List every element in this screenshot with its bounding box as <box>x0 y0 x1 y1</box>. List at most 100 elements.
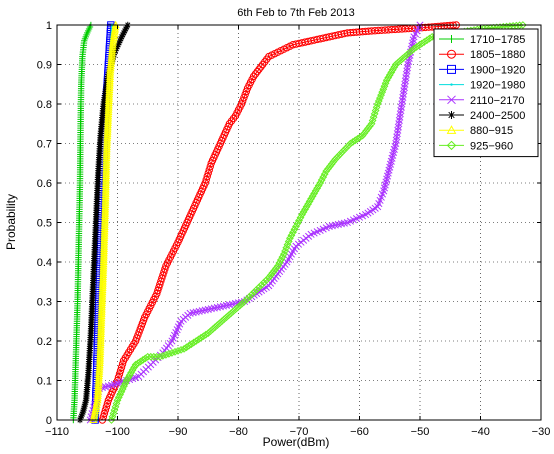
x-tick-label: −80 <box>229 426 248 438</box>
legend-item: 1805−1880 <box>439 49 525 61</box>
data-point <box>102 149 111 157</box>
data-point <box>130 363 139 372</box>
data-point <box>314 181 323 190</box>
x-tick-label: −60 <box>350 426 369 438</box>
data-point <box>243 295 251 304</box>
data-point <box>118 360 127 368</box>
data-point <box>412 43 421 51</box>
data-point <box>108 42 117 50</box>
data-point <box>241 90 249 99</box>
legend-label: 925−960 <box>470 140 513 152</box>
data-point <box>100 409 109 418</box>
data-point <box>105 90 114 98</box>
data-point <box>105 79 114 87</box>
data-point <box>101 202 110 211</box>
data-point <box>99 248 108 257</box>
data-point <box>187 340 196 349</box>
data-point <box>99 257 108 266</box>
data-point <box>105 83 114 91</box>
data-point <box>325 162 334 171</box>
legend-label: 2400−2500 <box>470 110 525 122</box>
data-point <box>201 330 210 339</box>
data-point <box>102 147 111 155</box>
data-point <box>104 98 113 107</box>
data-point <box>171 347 179 356</box>
legend-label: 1920−1980 <box>470 80 525 92</box>
data-point <box>298 210 306 219</box>
data-point <box>385 71 394 79</box>
data-point <box>115 370 124 378</box>
data-point <box>168 348 176 357</box>
data-point <box>94 376 103 384</box>
data-point <box>98 296 107 304</box>
data-point <box>337 148 346 157</box>
data-point <box>94 380 103 388</box>
data-point <box>124 373 132 382</box>
data-point <box>102 158 111 166</box>
data-point <box>103 131 112 140</box>
data-point <box>387 68 396 77</box>
data-point <box>103 125 112 133</box>
data-point <box>105 72 115 80</box>
data-point <box>302 202 311 211</box>
data-point <box>400 52 409 61</box>
data-point <box>270 266 279 275</box>
data-point <box>104 96 113 104</box>
data-point <box>100 211 110 219</box>
data-point <box>107 55 116 63</box>
data-point <box>307 194 316 203</box>
data-point <box>398 54 407 63</box>
legend-marker <box>446 125 457 134</box>
data-point <box>203 172 211 181</box>
data-point <box>425 34 434 43</box>
data-point <box>396 56 405 65</box>
legend-label: 1710−1785 <box>470 34 525 46</box>
data-point <box>423 36 431 45</box>
data-point <box>417 39 426 48</box>
data-point <box>304 200 312 208</box>
data-point <box>100 227 109 235</box>
data-point <box>103 118 112 126</box>
data-point <box>161 350 170 359</box>
data-point <box>110 29 119 37</box>
data-point <box>250 288 259 296</box>
legend-label: 880−915 <box>470 125 513 137</box>
data-point <box>109 31 119 40</box>
data-point <box>96 338 105 346</box>
data-point <box>102 142 111 151</box>
legend-item: 2400−2500 <box>439 110 525 122</box>
data-point <box>199 332 208 341</box>
data-point <box>98 277 107 285</box>
legend-item: 1900−1920 <box>439 64 525 76</box>
data-point <box>101 209 110 217</box>
y-tick-label: 0.9 <box>37 60 52 72</box>
data-point <box>100 231 109 239</box>
data-point <box>98 283 107 291</box>
data-point <box>327 160 336 168</box>
data-point <box>262 276 271 285</box>
data-point <box>96 329 105 338</box>
data-point <box>94 382 103 391</box>
data-point <box>98 285 107 294</box>
data-point <box>239 97 247 105</box>
y-tick-label: 0.6 <box>37 178 52 190</box>
data-point <box>213 321 222 330</box>
data-point <box>102 140 111 148</box>
data-point <box>101 182 110 191</box>
data-point <box>102 169 111 177</box>
data-point <box>348 138 357 146</box>
y-tick-label: 0.5 <box>37 218 52 230</box>
data-point <box>299 208 308 216</box>
data-point <box>99 259 108 268</box>
data-point <box>182 343 191 352</box>
data-point <box>96 345 105 353</box>
data-point <box>116 366 125 375</box>
data-point <box>103 134 112 142</box>
data-point <box>102 162 111 171</box>
data-point <box>390 63 399 72</box>
x-tick-label: −90 <box>169 426 188 438</box>
data-point <box>139 356 147 364</box>
data-point <box>103 120 112 129</box>
data-point <box>94 371 104 380</box>
data-point <box>96 349 105 358</box>
